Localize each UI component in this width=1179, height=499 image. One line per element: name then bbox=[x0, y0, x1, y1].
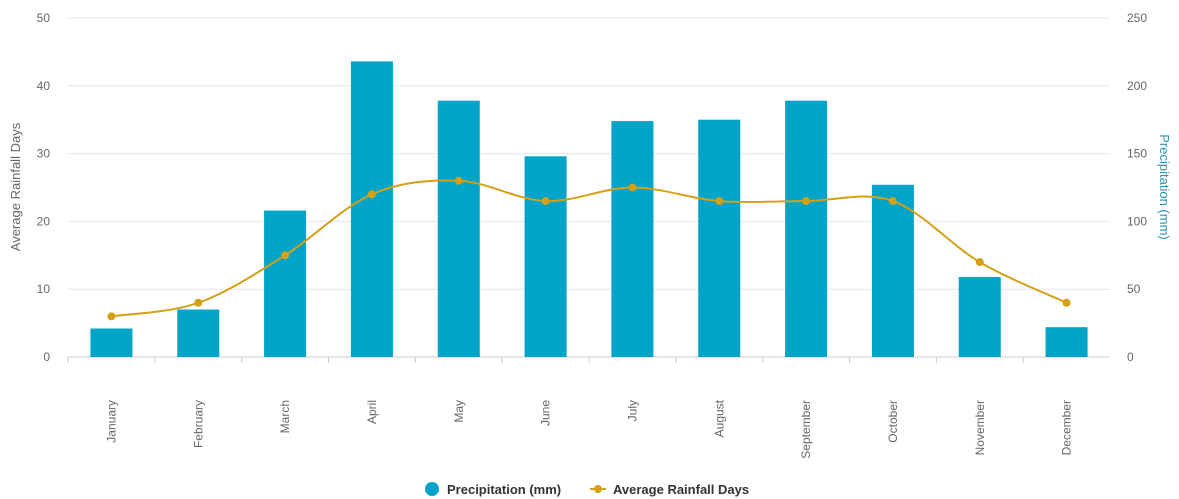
left-axis-title: Average Rainfall Days bbox=[8, 122, 23, 251]
x-tick-label: January bbox=[104, 400, 118, 443]
precipitation-bar bbox=[177, 309, 220, 357]
right-tick-label: 0 bbox=[1127, 350, 1134, 364]
x-axis: January February March April May June July Augu… bbox=[67, 357, 1074, 459]
rainfall-days-point bbox=[367, 190, 376, 199]
precipitation-bar bbox=[350, 61, 393, 357]
x-tick-label: December bbox=[1060, 400, 1074, 455]
x-tick-label: October bbox=[886, 400, 900, 443]
left-y-axis: 0 10 20 30 40 50 bbox=[37, 11, 51, 364]
x-tick-label: March bbox=[278, 400, 292, 433]
rainfall-days-point bbox=[628, 183, 637, 192]
rainfall-days-point bbox=[715, 197, 724, 206]
rainfall-days-point bbox=[888, 197, 897, 206]
precipitation-bar bbox=[90, 328, 133, 357]
legend: Precipitation (mm) Average Rainfall Days bbox=[425, 482, 749, 497]
rainfall-days-curve bbox=[111, 179, 1068, 318]
rainfall-days-point bbox=[107, 312, 116, 321]
right-tick-label: 100 bbox=[1127, 214, 1147, 228]
rainfall-days-line bbox=[107, 176, 1071, 321]
right-axis-title: Precipitation (mm) bbox=[1157, 134, 1172, 239]
precipitation-bar bbox=[871, 184, 914, 357]
legend-bar-swatch-icon bbox=[425, 482, 439, 496]
right-tick-label: 250 bbox=[1127, 11, 1147, 25]
precipitation-bar bbox=[958, 276, 1001, 357]
x-tick-label: February bbox=[191, 400, 205, 448]
x-tick-label: June bbox=[539, 400, 553, 426]
rainfall-days-point bbox=[802, 197, 811, 206]
x-tick-label: November bbox=[973, 400, 987, 455]
legend-line-marker-icon bbox=[594, 485, 602, 493]
right-y-axis: 0 50 100 150 200 250 bbox=[1127, 11, 1147, 364]
left-tick-label: 20 bbox=[37, 214, 51, 228]
precipitation-bar bbox=[785, 100, 828, 357]
rainfall-days-point bbox=[194, 298, 203, 307]
left-tick-label: 10 bbox=[37, 282, 51, 296]
legend-label-precipitation: Precipitation (mm) bbox=[447, 482, 561, 497]
precipitation-bar bbox=[611, 121, 654, 357]
x-tick-label: April bbox=[365, 400, 379, 424]
rainfall-days-point bbox=[1062, 298, 1071, 307]
left-tick-label: 40 bbox=[37, 79, 51, 93]
x-tick-label: September bbox=[799, 400, 813, 459]
legend-item-precipitation[interactable]: Precipitation (mm) bbox=[425, 482, 561, 497]
x-tick-label: August bbox=[712, 399, 726, 437]
x-tick-label: July bbox=[625, 400, 639, 421]
left-tick-label: 30 bbox=[37, 147, 51, 161]
precipitation-bar bbox=[1045, 327, 1088, 357]
precipitation-bar bbox=[698, 119, 741, 357]
rainfall-days-point bbox=[975, 258, 984, 267]
rainfall-days-point bbox=[541, 197, 550, 206]
precipitation-bar bbox=[264, 210, 307, 357]
precipitation-bars bbox=[90, 61, 1088, 357]
right-tick-label: 150 bbox=[1127, 147, 1147, 161]
rainfall-days-point bbox=[454, 176, 463, 185]
right-tick-label: 50 bbox=[1127, 282, 1141, 296]
left-tick-label: 50 bbox=[37, 11, 51, 25]
x-tick-label: May bbox=[452, 400, 466, 423]
precipitation-bar bbox=[437, 100, 480, 357]
gridlines bbox=[68, 17, 1110, 358]
right-tick-label: 200 bbox=[1127, 79, 1147, 93]
legend-item-rainfall-days[interactable]: Average Rainfall Days bbox=[590, 482, 749, 497]
left-tick-label: 0 bbox=[43, 350, 50, 364]
rainfall-days-point bbox=[281, 251, 290, 260]
legend-label-rainfall-days: Average Rainfall Days bbox=[613, 482, 749, 497]
precipitation-bar bbox=[524, 156, 567, 357]
